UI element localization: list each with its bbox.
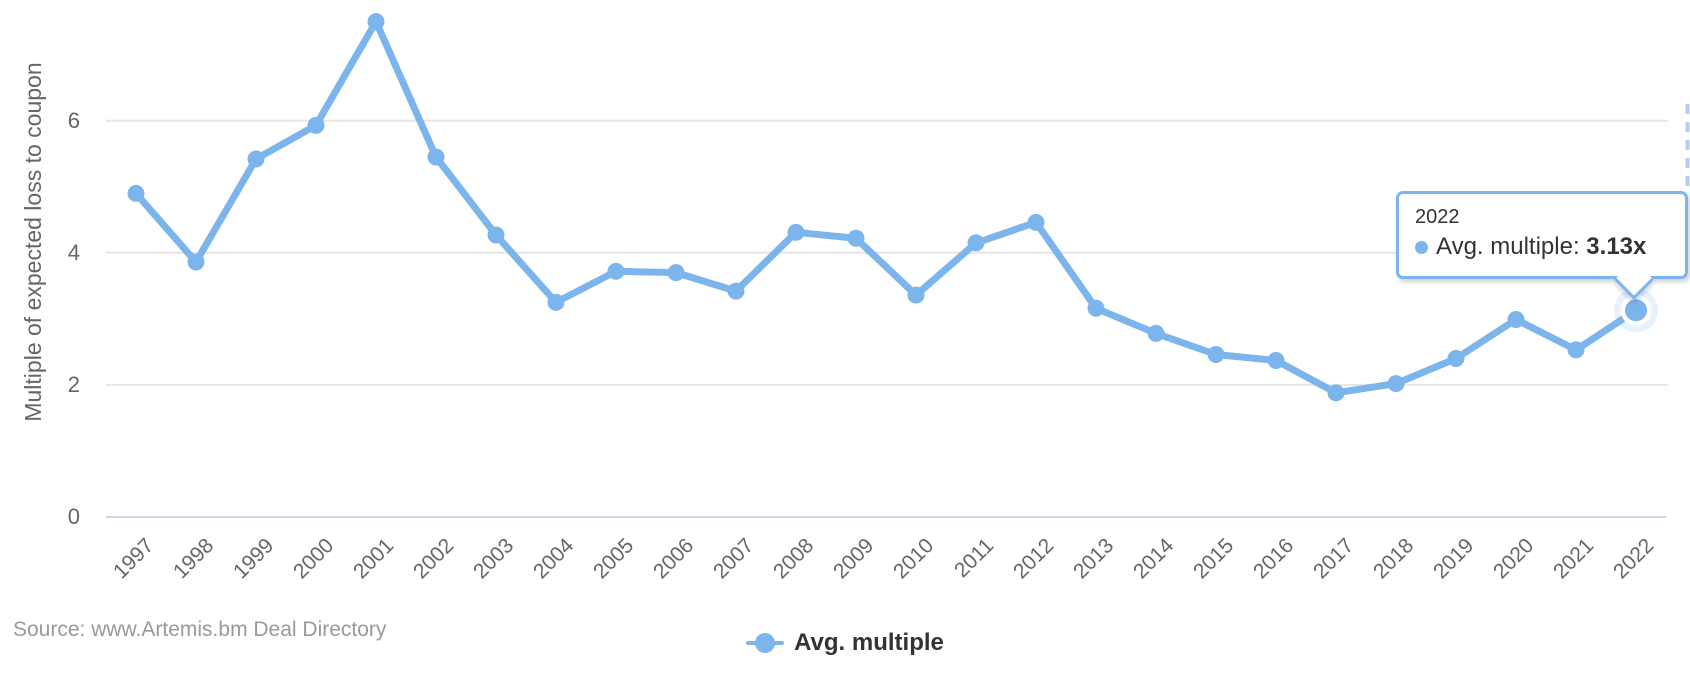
tooltip-series-label: Avg. multiple: [1436, 233, 1580, 260]
data-point-2001[interactable] [367, 13, 385, 31]
data-point-2000[interactable] [307, 116, 325, 134]
data-point-2003[interactable] [487, 226, 505, 244]
tooltip: 2022 Avg. multiple: 3.13x [1396, 191, 1688, 279]
tooltip-series-dot-icon [1415, 240, 1428, 254]
data-point-2018[interactable] [1387, 375, 1405, 393]
legend-label: Avg. multiple [794, 629, 944, 656]
data-point-1999[interactable] [247, 150, 265, 168]
legend-line-marker-icon [746, 632, 785, 654]
data-point-2012[interactable] [1027, 213, 1045, 231]
tooltip-year: 2022 [1415, 206, 1460, 228]
data-point-2010[interactable] [907, 286, 925, 304]
y-axis-label-4: 4 [67, 239, 80, 265]
data-point-2006[interactable] [667, 264, 685, 282]
data-point-2005[interactable] [607, 262, 625, 280]
y-axis-label-6: 6 [67, 107, 80, 133]
data-point-2015[interactable] [1207, 346, 1225, 364]
data-point-2007[interactable] [727, 282, 745, 300]
data-point-1997[interactable] [127, 184, 145, 202]
data-point-2017[interactable] [1327, 384, 1345, 402]
data-point-2004[interactable] [547, 293, 565, 311]
data-point-2019[interactable] [1447, 349, 1465, 367]
legend-item-avg-multiple[interactable]: Avg. multiple [0, 626, 1690, 660]
data-point-2014[interactable] [1147, 324, 1165, 342]
data-point-2009[interactable] [847, 229, 865, 247]
y-axis-label-2: 2 [67, 371, 80, 397]
y-axis-label-0: 0 [67, 504, 80, 529]
series-line-avg-multiple [132, 18, 1640, 397]
data-point-1998[interactable] [187, 253, 205, 271]
source-note: Source: www.Artemis.bm Deal Directory [13, 618, 387, 641]
data-point-2021[interactable] [1567, 341, 1585, 359]
data-point-2002[interactable] [427, 148, 445, 166]
data-point-2022[interactable] [1625, 299, 1647, 322]
tooltip-series-value: Avg. multiple: 3.13x [1436, 233, 1646, 261]
data-point-2013[interactable] [1087, 299, 1105, 317]
data-point-2011[interactable] [967, 234, 985, 252]
data-point-2020[interactable] [1507, 311, 1525, 329]
data-point-2008[interactable] [787, 223, 805, 241]
data-point-2016[interactable] [1267, 351, 1285, 369]
tooltip-value: 3.13x [1586, 233, 1647, 260]
